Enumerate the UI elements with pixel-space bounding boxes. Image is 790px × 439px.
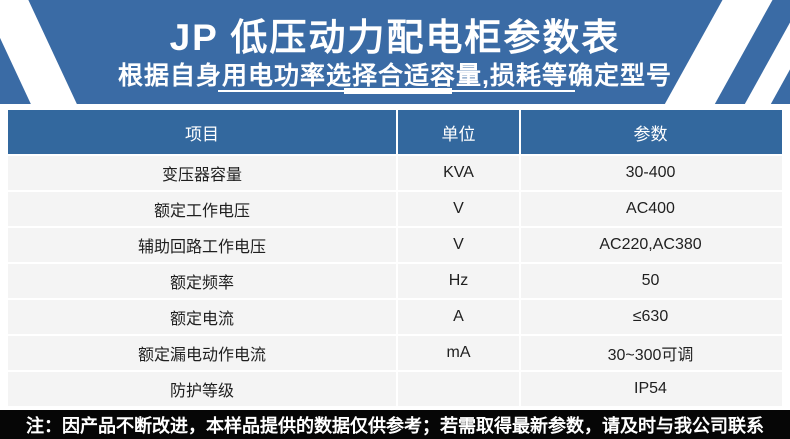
table-header-row: 项目 单位 参数 xyxy=(8,110,782,154)
table-row: 额定漏电动作电流 mA 30~300可调 xyxy=(8,336,782,370)
table-row: 额定电流 A ≤630 xyxy=(8,300,782,334)
item-cell: 额定工作电压 xyxy=(8,192,398,226)
value-cell: 50 xyxy=(641,272,660,289)
unit-cell: V xyxy=(398,228,521,262)
subtitle-underline-accent xyxy=(344,88,452,94)
unit-cell xyxy=(398,372,521,406)
value-cell: AC400 xyxy=(626,200,675,217)
unit-cell: A xyxy=(398,300,521,334)
column-header-item: 项目 xyxy=(8,110,398,154)
page-title: JP 低压动力配电柜参数表 xyxy=(169,17,621,58)
banner: JP 低压动力配电柜参数表 根据自身用电功率选择合适容量,损耗等确定型号 xyxy=(0,0,790,104)
table-row: 辅助回路工作电压 V AC220,AC380 xyxy=(8,228,782,262)
footer-note: 注：因产品不断改进，本样品提供的数据仅供参考；若需取得最新参数，请及时与我公司联… xyxy=(0,410,790,439)
item-cell: 变压器容量 xyxy=(8,156,398,190)
unit-cell: KVA xyxy=(398,156,521,190)
item-cell: 额定漏电动作电流 xyxy=(8,336,398,370)
spec-table: 项目 单位 参数 变压器容量 KVA 30-400 额定工作电压 V AC400… xyxy=(8,110,782,406)
value-cell: ≤630 xyxy=(632,308,669,325)
table-row: 防护等级 IP54 xyxy=(8,372,782,406)
value-cell: 30-400 xyxy=(625,164,676,181)
column-header-param: 参数 xyxy=(633,124,668,144)
item-cell: 额定电流 xyxy=(8,300,398,334)
table-row: 变压器容量 KVA 30-400 xyxy=(8,156,782,190)
unit-cell: mA xyxy=(398,336,521,370)
value-cell: AC220,AC380 xyxy=(599,236,702,253)
table-row: 额定频率 Hz 50 xyxy=(8,264,782,298)
column-header-unit: 单位 xyxy=(398,110,521,154)
value-cell: IP54 xyxy=(634,380,667,397)
value-cell: 30~300可调 xyxy=(607,347,694,364)
item-cell: 辅助回路工作电压 xyxy=(8,228,398,262)
item-cell: 额定频率 xyxy=(8,264,398,298)
unit-cell: Hz xyxy=(398,264,521,298)
page-subtitle: 根据自身用电功率选择合适容量,损耗等确定型号 xyxy=(118,62,672,90)
footer-note-text: 注：因产品不断改进，本样品提供的数据仅供参考；若需取得最新参数，请及时与我公司联… xyxy=(26,415,764,436)
unit-cell: V xyxy=(398,192,521,226)
table-row: 额定工作电压 V AC400 xyxy=(8,192,782,226)
item-cell: 防护等级 xyxy=(8,372,398,406)
